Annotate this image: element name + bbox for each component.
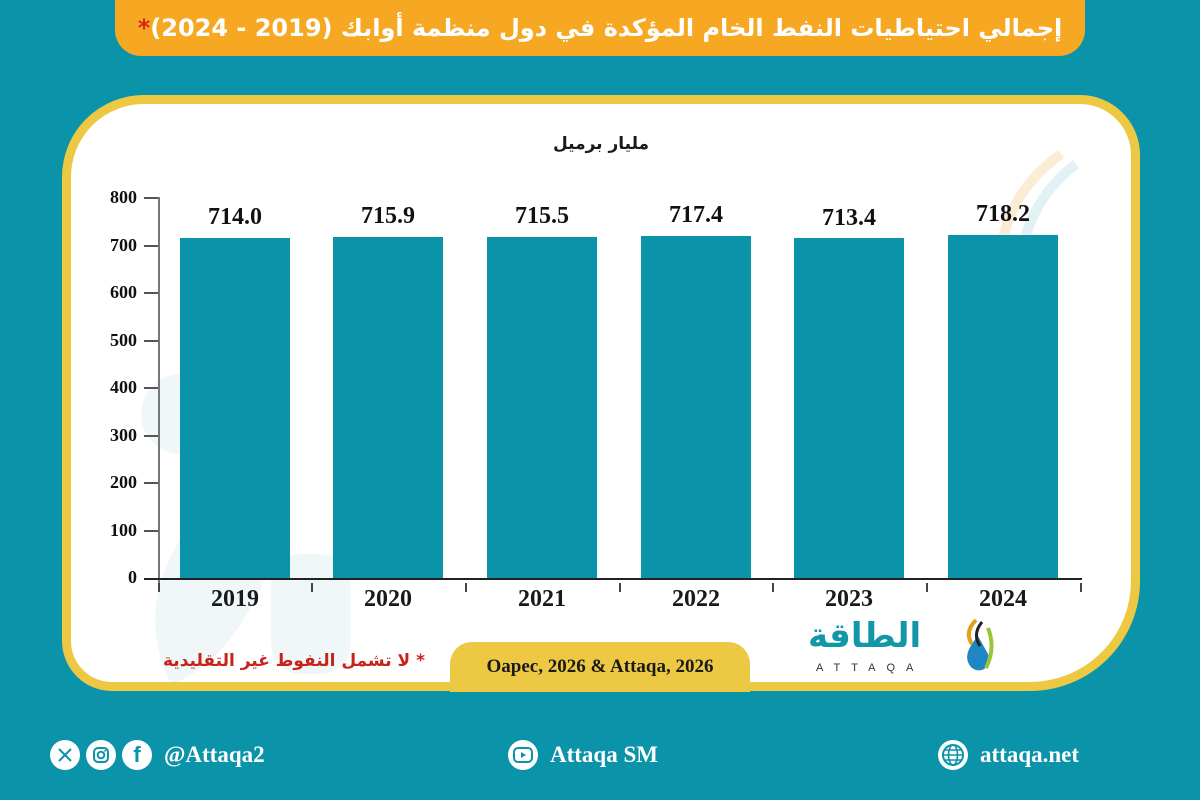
y-tick xyxy=(144,482,158,484)
title-asterisk: * xyxy=(137,14,151,42)
y-tick xyxy=(144,530,158,532)
y-tick xyxy=(144,292,158,294)
y-tick-label: 200 xyxy=(110,472,137,492)
x-axis-label: 2022 xyxy=(672,586,720,612)
y-tick-label: 500 xyxy=(110,330,137,350)
y-axis-line xyxy=(158,197,160,587)
x-tick xyxy=(311,583,313,592)
globe-icon[interactable] xyxy=(938,740,968,770)
x-twitter-icon[interactable] xyxy=(50,740,80,770)
source-text: Oapec, 2026 & Attaqa, 2026 xyxy=(486,656,714,677)
chart-card: مليار برميل 800 700 600 500 400 300 200 … xyxy=(62,95,1140,691)
instagram-icon[interactable] xyxy=(86,740,116,770)
logo-arabic-text: الطاقة xyxy=(808,616,922,656)
y-tick xyxy=(144,435,158,437)
footer-website: attaqa.net xyxy=(938,730,1079,780)
y-tick-label: 800 xyxy=(110,187,137,207)
x-axis-label: 2019 xyxy=(211,586,259,612)
y-tick-label: 600 xyxy=(110,282,137,302)
y-tick-label: 0 xyxy=(128,567,137,587)
y-tick xyxy=(144,340,158,342)
x-axis-line xyxy=(144,578,1082,580)
chart-title: إجمالي احتياطيات النفط الخام المؤكدة في … xyxy=(138,14,1063,42)
y-tick xyxy=(144,197,158,199)
source-pill: Oapec, 2026 & Attaqa, 2026 xyxy=(450,642,750,692)
y-tick-label: 700 xyxy=(110,235,137,255)
y-tick-label: 100 xyxy=(110,520,137,540)
x-tick xyxy=(465,583,467,592)
x-tick xyxy=(1080,583,1082,592)
y-tick xyxy=(144,387,158,389)
y-tick-label: 300 xyxy=(110,425,137,445)
footer: f @Attaqa2 Attaqa SM attaqa.net xyxy=(0,730,1200,780)
x-tick xyxy=(158,583,160,592)
bar-2020 xyxy=(333,237,443,578)
youtube-channel[interactable]: Attaqa SM xyxy=(550,742,658,767)
x-tick xyxy=(772,583,774,592)
y-axis-unit-label: مليار برميل xyxy=(552,134,650,154)
bar-value-label: 715.5 xyxy=(515,203,569,229)
title-text: إجمالي احتياطيات النفط الخام المؤكدة في … xyxy=(150,14,1063,42)
x-axis-label: 2024 xyxy=(979,586,1027,612)
social-handle[interactable]: @Attaqa2 xyxy=(164,742,265,767)
y-tick xyxy=(144,245,158,247)
bar-2024 xyxy=(948,235,1058,578)
bar-value-label: 717.4 xyxy=(669,202,723,228)
title-banner: إجمالي احتياطيات النفط الخام المؤكدة في … xyxy=(115,0,1085,56)
bar-value-label: 718.2 xyxy=(976,201,1030,227)
website-link[interactable]: attaqa.net xyxy=(980,742,1080,767)
bar-2023 xyxy=(794,238,904,578)
bar-value-label: 714.0 xyxy=(208,204,262,230)
bar-2022 xyxy=(641,236,751,578)
facebook-icon[interactable]: f xyxy=(122,740,152,770)
x-axis-label: 2023 xyxy=(825,586,873,612)
footer-youtube: Attaqa SM xyxy=(508,730,658,780)
footer-social: f @Attaqa2 xyxy=(50,730,265,780)
x-tick xyxy=(926,583,928,592)
bar-value-label: 715.9 xyxy=(361,203,415,229)
bar-value-label: 713.4 xyxy=(822,205,876,231)
x-axis-label: 2021 xyxy=(518,586,566,612)
x-tick xyxy=(619,583,621,592)
logo-latin-text: ATTAQA xyxy=(816,662,925,674)
attaqa-logo: الطاقة ATTAQA xyxy=(808,616,1008,682)
oil-drop-logo-icon xyxy=(966,618,994,671)
x-axis-label: 2020 xyxy=(364,586,412,612)
youtube-icon[interactable] xyxy=(508,740,538,770)
bar-2021 xyxy=(487,237,597,578)
footnote: * لا تشمل النفوط غير التقليدية xyxy=(163,651,425,671)
bar-2019 xyxy=(180,238,290,578)
y-tick-label: 400 xyxy=(110,377,137,397)
